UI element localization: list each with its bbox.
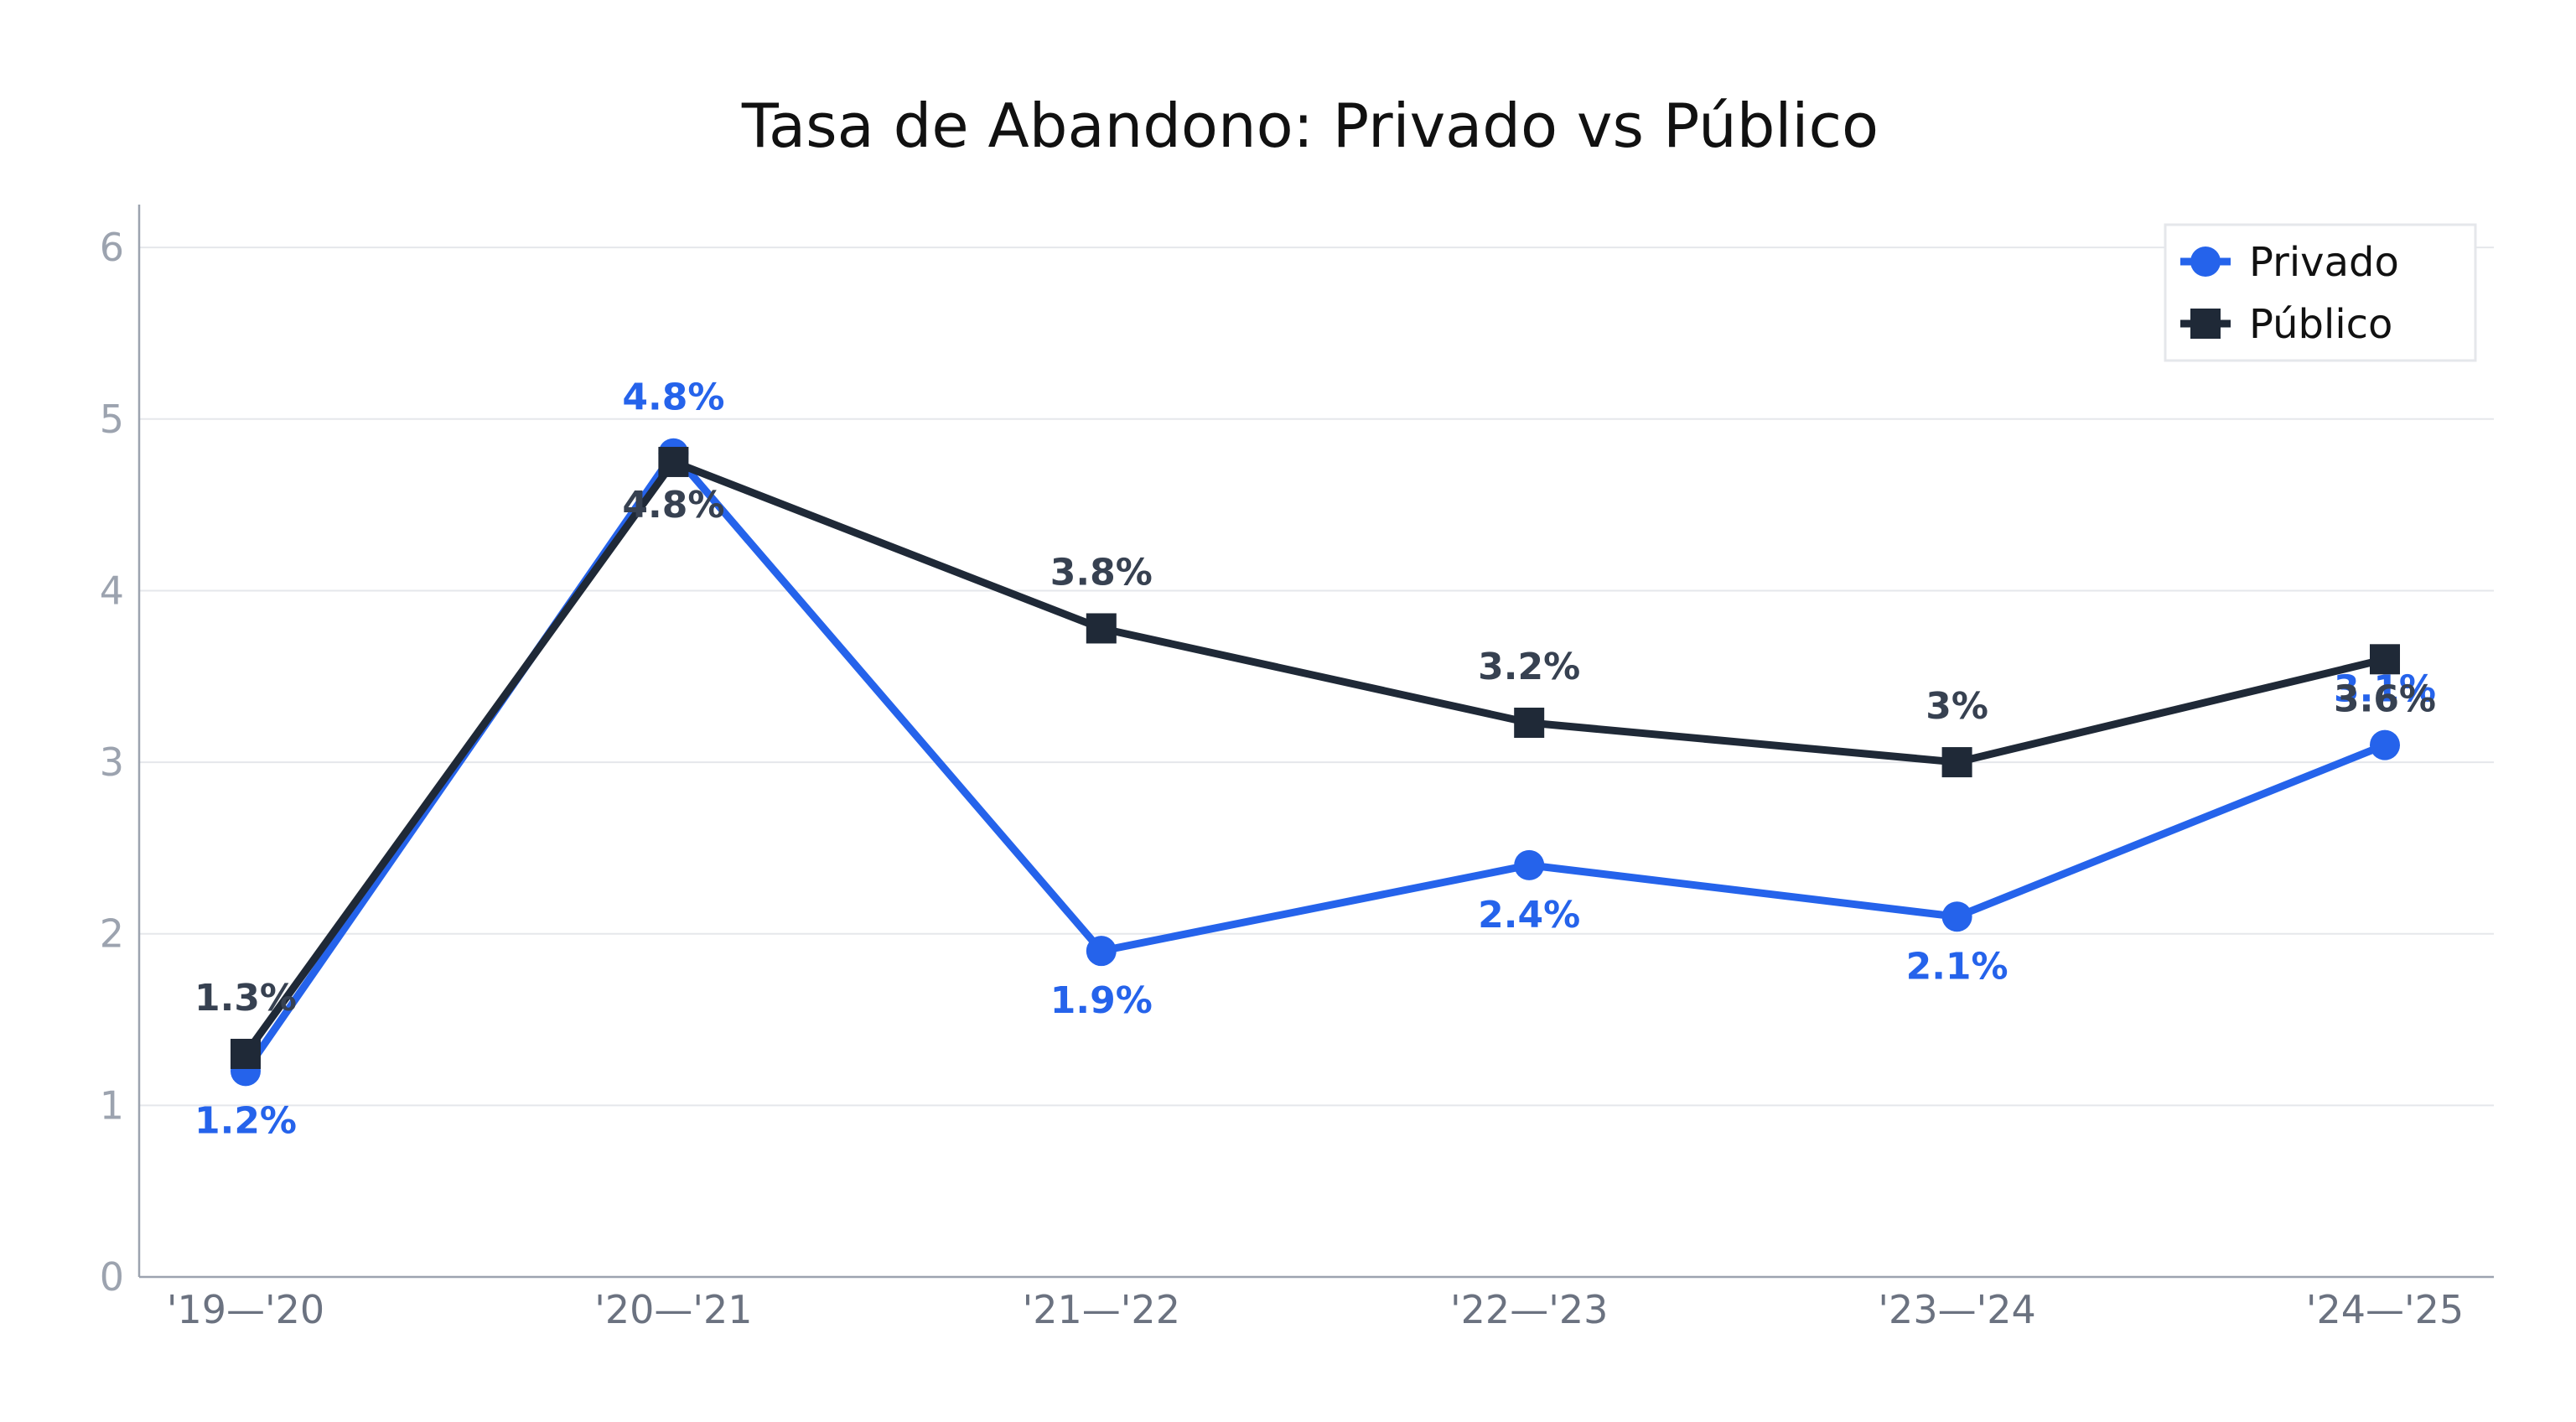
data-label: 1.3%: [194, 977, 297, 1020]
data-point: [2370, 644, 2400, 675]
data-label: 1.2%: [194, 1099, 297, 1142]
y-tick-label: 4: [100, 568, 124, 613]
legend-marker: [2190, 309, 2221, 339]
data-point: [1514, 708, 1545, 739]
legend: Privado Público: [2164, 223, 2477, 362]
legend-marker: [2190, 247, 2221, 277]
y-tick-label: 3: [100, 740, 124, 785]
y-tick-label: 5: [100, 397, 124, 442]
gridlines: [139, 247, 2494, 1107]
y-tick-label: 6: [100, 225, 124, 270]
data-point: [658, 446, 689, 477]
data-point: [231, 1038, 261, 1069]
x-tick-label: '23—'24: [1878, 1287, 2035, 1332]
data-label: 1.9%: [1050, 979, 1153, 1022]
x-tick-label: '22—'23: [1450, 1287, 1608, 1332]
data-point: [1086, 613, 1117, 644]
y-axis-ticks: 0 1 2 3 4 5 6: [100, 225, 124, 1300]
data-point: [1941, 747, 1972, 778]
legend-label: Privado: [2249, 239, 2399, 286]
x-tick-label: '21—'22: [1023, 1287, 1180, 1332]
data-label: 3.8%: [1050, 551, 1153, 594]
data-label: 3.6%: [2334, 677, 2436, 720]
series-group: [231, 438, 2400, 1087]
data-label: 2.1%: [1906, 945, 2008, 988]
data-label: 3.2%: [1478, 646, 1580, 688]
data-point: [1086, 936, 1117, 967]
y-tick-label: 2: [100, 911, 124, 957]
data-label: 3.1%: [2334, 668, 2436, 711]
legend-label: Público: [2249, 301, 2392, 348]
data-point: [1514, 849, 1545, 880]
data-point: [2370, 729, 2400, 760]
data-label: 4.8%: [622, 376, 724, 419]
x-tick-label: '19—'20: [167, 1287, 324, 1332]
data-labels: 1.2% 1.3% 4.8% 4.8% 1.9% 3.8% 2.4% 3.2% 2.1% 3% 3.…: [194, 376, 2436, 1143]
y-tick-label: 0: [100, 1254, 124, 1300]
axes: [137, 205, 2494, 1279]
series-line-público: [241, 458, 2389, 1058]
data-label: 2.4%: [1478, 894, 1580, 937]
x-axis-ticks: '19—'20 '20—'21 '21—'22 '22—'23 '23—'24 '24—'…: [167, 1287, 2464, 1332]
x-tick-label: '24—'25: [2306, 1287, 2464, 1332]
data-label: 4.8%: [622, 484, 724, 527]
y-tick-label: 1: [100, 1082, 124, 1128]
chart-title: Tasa de Abandono: Privado vs Público: [741, 91, 1879, 161]
data-point: [1941, 901, 1972, 932]
data-label: 3%: [1926, 685, 1988, 728]
x-tick-label: '20—'21: [594, 1287, 752, 1332]
